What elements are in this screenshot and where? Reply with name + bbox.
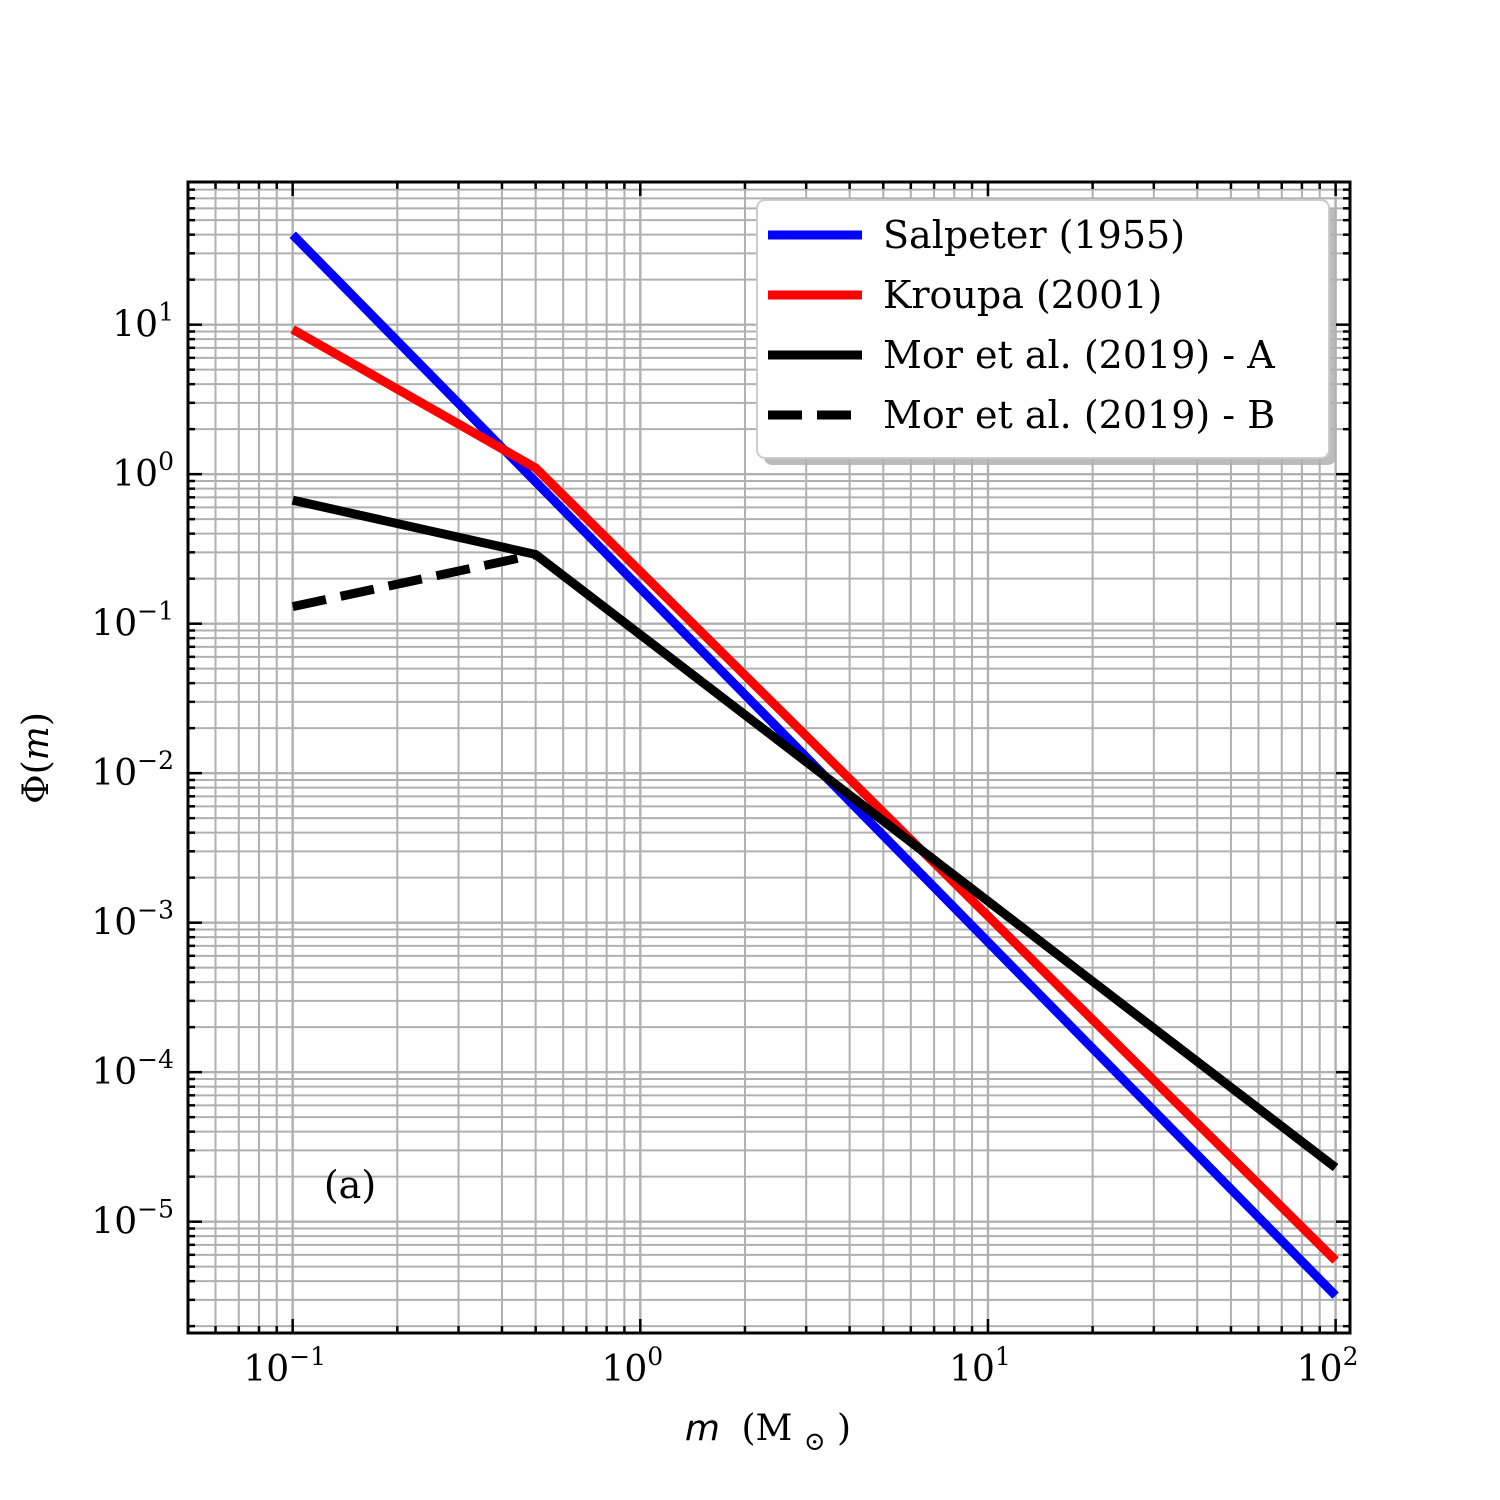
x-axis-label-sub: ⊙ — [804, 1427, 826, 1457]
x-tick-label: 102 — [1297, 1342, 1359, 1390]
series-line-1 — [290, 325, 1339, 1264]
y-tick-label: 101 — [112, 298, 174, 346]
y-axis-label-var: m — [16, 726, 57, 760]
legend-label-3: Mor et al. (2019) - B — [883, 393, 1275, 437]
x-axis-label-var: m — [685, 1408, 720, 1449]
y-axis-label-close: ) — [16, 712, 57, 726]
x-axis-label-unit: (M — [741, 1408, 792, 1449]
y-axis-label: Φ(m) — [16, 712, 57, 804]
panel-annotation: (a) — [324, 1163, 376, 1207]
legend-label-1: Kroupa (2001) — [883, 273, 1162, 317]
x-tick-label: 10−1 — [243, 1342, 326, 1390]
legend-entries: Salpeter (1955) Kroupa (2001) Mor et al. (… — [768, 213, 1275, 437]
x-axis-label: m (M ⊙ ) — [685, 1408, 851, 1459]
legend-box — [756, 199, 1330, 459]
x-tick-label: 101 — [949, 1342, 1011, 1390]
y-tick-label: 10−4 — [91, 1045, 174, 1093]
series-group — [289, 231, 1339, 1299]
series-line-2 — [291, 495, 1339, 1172]
x-axis-label-close: ) — [837, 1408, 851, 1449]
x-tick-label: 100 — [601, 1342, 663, 1390]
legend-label-0: Salpeter (1955) — [883, 213, 1185, 257]
y-tick-label: 10−2 — [91, 746, 174, 794]
tick-labels: 10−1 100 101 102 101 100 10−1 10−2 10−3 10−4 10−5 — [91, 298, 1358, 1390]
y-tick-label: 10−1 — [91, 597, 174, 645]
y-tick-label: 100 — [112, 447, 174, 495]
y-axis-label-func: Φ( — [16, 760, 57, 804]
y-tick-label: 10−3 — [91, 896, 174, 944]
legend-label-2: Mor et al. (2019) - A — [883, 333, 1275, 377]
series-line-3 — [291, 550, 537, 611]
plot-frame — [186, 180, 1352, 1335]
legend: Salpeter (1955) Kroupa (2001) Mor et al. (… — [756, 199, 1336, 465]
y-tick-label: 10−5 — [91, 1195, 174, 1243]
